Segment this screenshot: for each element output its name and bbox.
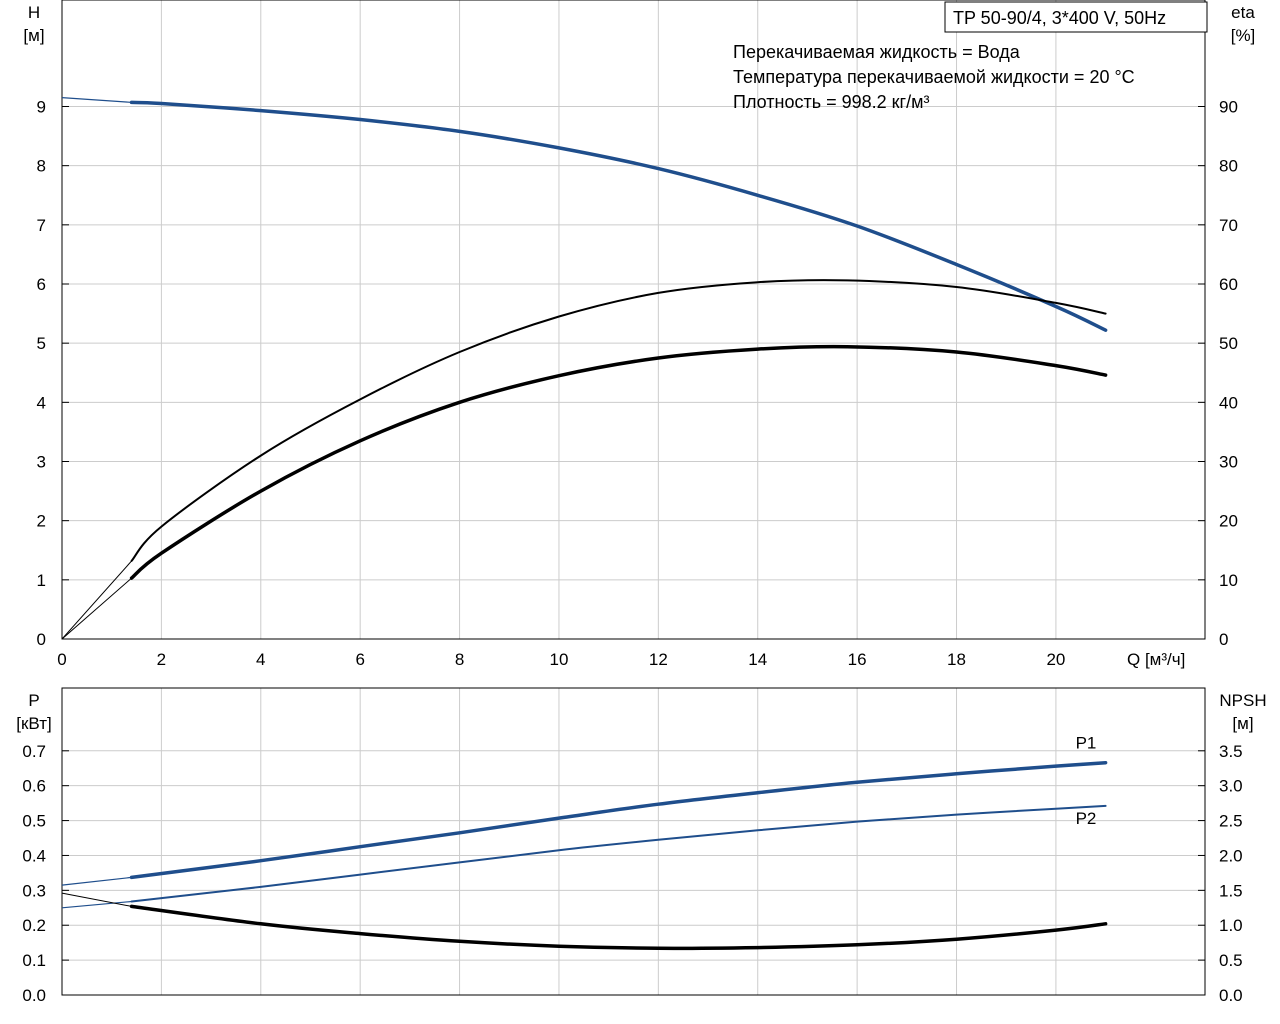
y-left-tick-label: 0.6 (22, 777, 46, 796)
y-left-tick-label: 2 (37, 512, 46, 531)
y-left-tick-label: 0 (37, 630, 46, 649)
x-tick-label: 12 (649, 650, 668, 669)
y-right-tick-label: 20 (1219, 512, 1238, 531)
y-left-tick-label: 0.7 (22, 742, 46, 761)
y-right-tick-label: 0.5 (1219, 951, 1243, 970)
series-line (129, 100, 1108, 332)
x-tick-label: 20 (1046, 650, 1065, 669)
y-right-tick-label: 2.0 (1219, 846, 1243, 865)
y-left-tick-label: 0.1 (22, 951, 46, 970)
y-left-tick-label: 8 (37, 157, 46, 176)
series-line (130, 804, 1107, 903)
y-right-tick-label: 3.5 (1219, 742, 1243, 761)
y-left-axis-name: P (28, 691, 39, 710)
x-axis-label: Q [м³/ч] (1127, 650, 1185, 669)
y-left-axis-unit: [кВт] (16, 714, 51, 733)
series-extension-line (61, 892, 132, 907)
y-left-tick-label: 6 (37, 275, 46, 294)
series-line (130, 279, 1107, 562)
y-right-tick-label: 30 (1219, 453, 1238, 472)
y-left-tick-label: 9 (37, 98, 46, 117)
title-box (944, 1, 1208, 33)
series-extension-line (61, 900, 132, 909)
y-right-tick-label: 70 (1219, 216, 1238, 235)
y-left-axis-unit: [м] (23, 26, 44, 45)
x-tick-label: 6 (355, 650, 364, 669)
x-tick-label: 4 (256, 650, 265, 669)
y-right-tick-label: 3.0 (1219, 777, 1243, 796)
series-extension-line (61, 97, 132, 103)
x-tick-label: 2 (157, 650, 166, 669)
y-right-tick-label: 50 (1219, 334, 1238, 353)
series-line (129, 344, 1108, 580)
x-tick-label: 0 (57, 650, 66, 669)
series-label-p2: P2 (1076, 809, 1097, 828)
y-left-tick-label: 5 (37, 334, 46, 353)
x-tick-label: 14 (748, 650, 767, 669)
x-tick-label: 10 (549, 650, 568, 669)
series-line (129, 760, 1108, 880)
y-left-tick-label: 3 (37, 453, 46, 472)
y-right-tick-label: 2.5 (1219, 812, 1243, 831)
y-right-tick-label: 40 (1219, 393, 1238, 412)
y-left-tick-label: 1 (37, 571, 46, 590)
y-left-tick-label: 0.0 (22, 986, 46, 1005)
series-extension-line (61, 577, 132, 640)
y-left-axis-name: H (28, 3, 40, 22)
x-tick-label: 18 (947, 650, 966, 669)
plot-frame (61, 0, 1206, 640)
y-right-axis-name: NPSH (1219, 691, 1266, 710)
y-right-axis-name: eta (1231, 3, 1255, 22)
y-left-tick-label: 0.5 (22, 812, 46, 831)
y-right-tick-label: 10 (1219, 571, 1238, 590)
y-left-tick-label: 0.3 (22, 881, 46, 900)
series-extension-line (61, 560, 132, 640)
plot-frame (61, 687, 1206, 996)
series-label-p1: P1 (1076, 734, 1097, 753)
y-right-axis-unit: [%] (1231, 26, 1256, 45)
y-left-tick-label: 7 (37, 216, 46, 235)
info-line: Температура перекачиваемой жидкости = 20… (733, 67, 1135, 87)
y-right-tick-label: 80 (1219, 157, 1238, 176)
bottom-panel: 0.0 0.1 0.2 0.3 0.4 0.5 0.6 0.7 0.0 0.5 1.0 1.5 2.0 2… (16, 687, 1267, 1005)
info-line: Плотность = 998.2 кг/м³ (733, 92, 929, 112)
y-left-tick-label: 0.4 (22, 846, 46, 865)
x-tick-label: 8 (455, 650, 464, 669)
y-right-axis-unit: [м] (1232, 714, 1253, 733)
y-right-tick-label: 0.0 (1219, 986, 1243, 1005)
y-right-tick-label: 1.5 (1219, 881, 1243, 900)
y-right-tick-label: 0 (1219, 630, 1228, 649)
y-left-tick-label: 4 (37, 393, 46, 412)
info-line: Перекачиваемая жидкость = Вода (733, 42, 1021, 62)
chart-title: TP 50-90/4, 3*400 V, 50Hz (953, 8, 1166, 28)
series-extension-line (61, 876, 132, 886)
y-right-tick-label: 90 (1219, 98, 1238, 117)
y-right-tick-label: 60 (1219, 275, 1238, 294)
y-right-tick-label: 1.0 (1219, 916, 1243, 935)
x-tick-label: 16 (848, 650, 867, 669)
y-left-tick-label: 0.2 (22, 916, 46, 935)
series-line (129, 904, 1108, 951)
